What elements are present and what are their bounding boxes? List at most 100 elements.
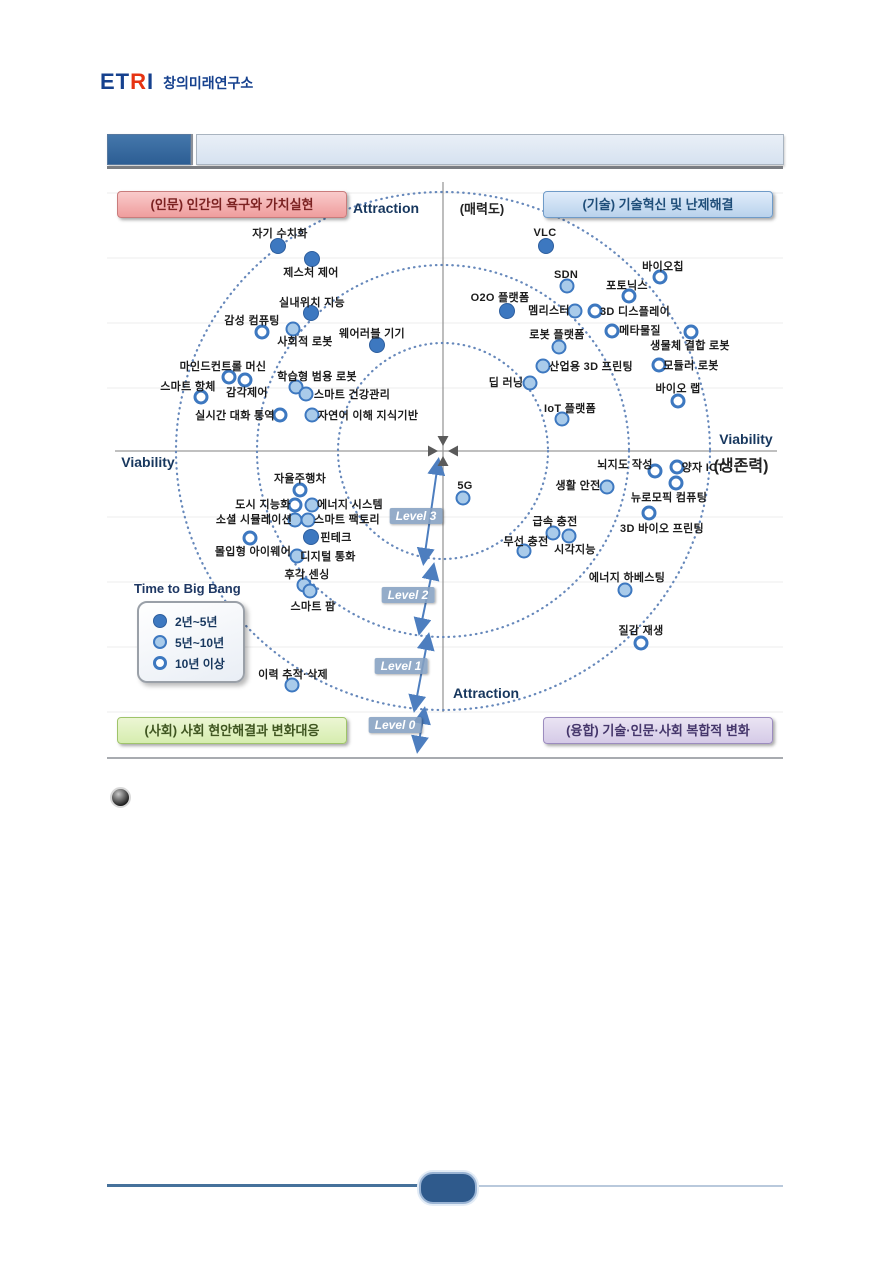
footer-line-left (107, 1184, 422, 1187)
data-point (538, 238, 554, 254)
data-point-label: 질감 재생 (618, 625, 664, 637)
data-point (668, 475, 684, 491)
data-point (545, 525, 561, 541)
data-point (254, 324, 270, 340)
data-point (193, 389, 209, 405)
data-point-label: SDN (553, 269, 579, 281)
data-point (455, 490, 471, 506)
data-point-label: 소셜 시뮬레이션 (215, 514, 293, 526)
data-point-label: 스마트 건강관리 (313, 389, 391, 401)
legend-dot-10y-plus-icon (153, 656, 167, 670)
legend-box: 2년~5년 5년~10년 10년 이상 (137, 601, 245, 683)
data-point-label: 뇌지도 작성 (597, 459, 653, 471)
quadrant-box-humanities: (인문) 인간의 욕구와 가치실현 (117, 191, 347, 218)
chart-canvas (107, 182, 783, 754)
origin-marker (428, 436, 458, 466)
axis-label-attraction-kr: (매력도) (459, 201, 505, 217)
data-point (559, 278, 575, 294)
data-point (599, 479, 615, 495)
section-header-accent-block (107, 134, 191, 165)
data-point-label: 생물체 결합 로봇 (650, 340, 730, 352)
data-point (641, 505, 657, 521)
data-point-label: 바이오칩 (642, 261, 684, 273)
data-point-label: 5G (457, 480, 473, 492)
data-point (292, 482, 308, 498)
data-point-label: 자율주행차 (273, 473, 327, 485)
data-point-label: 학습형 범용 로봇 (277, 371, 357, 383)
data-point-label: 자연어 이해 지식기반 (317, 410, 419, 422)
axis-label-viability-right: Viability (719, 431, 773, 447)
data-point-label: 양자 ICT (681, 462, 725, 474)
data-point (554, 411, 570, 427)
data-point-label: 도시 지능화 (235, 499, 291, 511)
data-point-label: 포토닉스 (606, 280, 648, 292)
data-point (652, 269, 668, 285)
data-point-label: 스마트 팜 (290, 601, 336, 613)
data-point (633, 635, 649, 651)
data-point (303, 305, 319, 321)
axis-label-viability-left: Viability (121, 454, 175, 470)
data-point (499, 303, 515, 319)
data-point-label: 감각제어 (226, 387, 268, 399)
data-point (303, 529, 319, 545)
section-header-divider (191, 134, 193, 165)
data-point (535, 358, 551, 374)
bullet-sphere-icon (110, 787, 131, 808)
data-point (302, 583, 318, 599)
data-point-label: 에너지 하베스팅 (588, 572, 666, 584)
data-point-label: 멤리스터 (528, 305, 570, 317)
data-point-label: 이력 추적·삭제 (258, 669, 328, 681)
data-point-label: VLC (533, 227, 557, 239)
axis-label-viability-kr: (생존력) (713, 458, 769, 475)
data-point (683, 324, 699, 340)
legend-dot-2-5y-icon (153, 614, 167, 628)
quadrant-box-society: (사회) 사회 현안해결과 변화대응 (117, 717, 347, 744)
data-point (270, 238, 286, 254)
chart-bottom-rule (107, 757, 783, 759)
data-point (304, 497, 320, 513)
data-point-label: 3D 바이오 프린팅 (620, 523, 704, 535)
data-point (221, 369, 237, 385)
data-point (289, 548, 305, 564)
level-badge: Level 1 (374, 658, 428, 674)
data-point-label: 바이오 랩 (655, 383, 701, 395)
data-point-label: 감성 컴퓨팅 (224, 315, 280, 327)
data-point-label: 실시간 대화 통역 (195, 410, 275, 422)
data-point-label: 후각 센싱 (284, 569, 330, 581)
data-point-label: 핀테크 (320, 532, 352, 544)
data-point-label: 로봇 플랫폼 (529, 329, 585, 341)
data-point (304, 407, 320, 423)
data-point (617, 582, 633, 598)
data-point (272, 407, 288, 423)
data-point-label: 뉴로모픽 컴퓨팅 (630, 492, 708, 504)
quadrant-box-convergence: (융합) 기술·인문·사회 복합적 변화 (543, 717, 773, 744)
legend-item-mid: 5년~10년 (153, 634, 224, 650)
quadrant-box-technology: (기술) 기술혁신 및 난제해결 (543, 191, 773, 218)
data-point-label: 산업용 3D 프린팅 (549, 361, 633, 373)
data-point-label: 급속 충전 (532, 516, 578, 528)
level-arrows (408, 457, 446, 754)
data-point-label: 3D 디스플레이 (599, 306, 671, 318)
data-point (604, 323, 620, 339)
data-point (284, 677, 300, 693)
data-point-label: 실내위치 지능 (279, 297, 345, 309)
legend-dot-5-10y-icon (153, 635, 167, 649)
etri-wordmark: ETRI (100, 68, 155, 94)
footer-line-right (470, 1185, 783, 1187)
data-point (237, 372, 253, 388)
data-point (651, 357, 667, 373)
section-header-bar (196, 134, 784, 165)
institute-name: 창의미래연구소 (163, 75, 254, 91)
data-point-label: 스마트 팩토리 (314, 514, 380, 526)
data-point-label: 몰입형 아이웨어 (214, 546, 292, 558)
data-point-label: IoT 플랫폼 (543, 403, 597, 415)
footer-page-marker (419, 1172, 477, 1204)
data-point-label: 스마트 항체 (160, 381, 216, 393)
data-point (621, 288, 637, 304)
level-badge: Level 2 (381, 587, 435, 603)
level-badge: Level 0 (368, 717, 422, 733)
data-point-label: 디지털 통화 (300, 551, 356, 563)
data-point-label: 웨어러블 기기 (339, 328, 405, 340)
